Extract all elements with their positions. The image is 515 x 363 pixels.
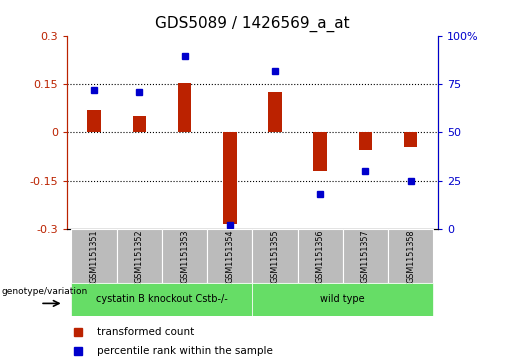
Text: GSM1151357: GSM1151357: [361, 229, 370, 283]
FancyBboxPatch shape: [72, 283, 252, 316]
Text: percentile rank within the sample: percentile rank within the sample: [97, 346, 272, 356]
Text: wild type: wild type: [320, 294, 365, 305]
Bar: [358, 132, 372, 150]
Text: GSM1151355: GSM1151355: [270, 229, 280, 283]
FancyBboxPatch shape: [252, 229, 298, 283]
FancyBboxPatch shape: [117, 229, 162, 283]
FancyBboxPatch shape: [343, 229, 388, 283]
Text: GSM1151353: GSM1151353: [180, 229, 189, 283]
Text: GSM1151356: GSM1151356: [316, 229, 324, 283]
Text: GSM1151354: GSM1151354: [225, 229, 234, 283]
FancyBboxPatch shape: [298, 229, 343, 283]
Text: cystatin B knockout Cstb-/-: cystatin B knockout Cstb-/-: [96, 294, 228, 305]
Bar: [178, 83, 191, 132]
Text: GSM1151351: GSM1151351: [90, 229, 98, 283]
Bar: [132, 117, 146, 132]
Bar: [404, 132, 417, 147]
FancyBboxPatch shape: [388, 229, 433, 283]
FancyBboxPatch shape: [72, 229, 117, 283]
Bar: [314, 132, 327, 171]
Title: GDS5089 / 1426569_a_at: GDS5089 / 1426569_a_at: [155, 16, 350, 32]
Bar: [268, 93, 282, 132]
Bar: [88, 110, 101, 132]
Text: GSM1151352: GSM1151352: [135, 229, 144, 283]
Bar: [223, 132, 236, 224]
FancyBboxPatch shape: [252, 283, 433, 316]
FancyBboxPatch shape: [207, 229, 252, 283]
FancyBboxPatch shape: [162, 229, 207, 283]
Text: transformed count: transformed count: [97, 327, 194, 337]
Text: genotype/variation: genotype/variation: [2, 287, 88, 296]
Text: GSM1151358: GSM1151358: [406, 229, 415, 283]
